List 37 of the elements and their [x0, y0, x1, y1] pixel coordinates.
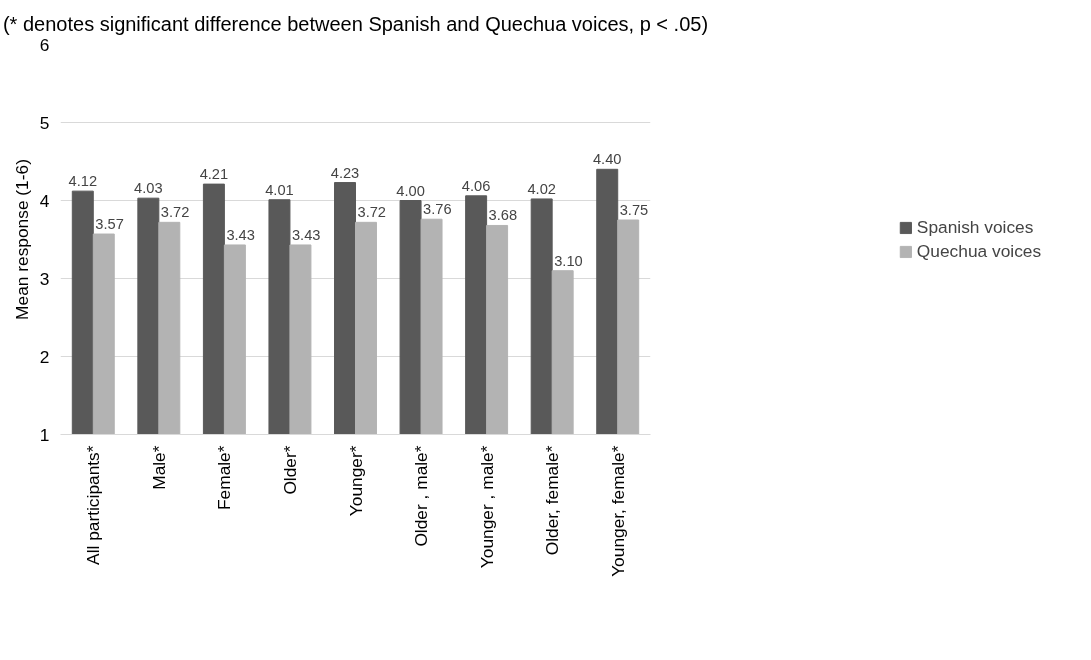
y-tick-label: 5	[39, 112, 50, 133]
y-tick-label: 6	[39, 34, 50, 55]
chart-title: (* denotes significant difference between Spanish and Quechua voices, p < .05)	[2, 12, 709, 35]
x-tick-label: Younger , male*	[476, 445, 497, 569]
legend-label: Quechua voices	[916, 240, 1042, 262]
data-label: 4.40	[592, 151, 622, 168]
legend-label: Spanish voices	[916, 216, 1034, 238]
data-label: 3.43	[291, 226, 321, 243]
data-label: 3.75	[619, 202, 649, 218]
y-tick-label: 4	[39, 190, 50, 211]
data-label: 4.02	[527, 180, 556, 197]
data-label: 4.00	[396, 182, 425, 199]
data-label: 4.01	[265, 181, 294, 198]
x-tick-label: Older, female*	[542, 445, 563, 556]
data-label: 3.10	[554, 252, 583, 269]
data-label: 4.23	[330, 164, 360, 181]
data-label: 3.72	[357, 204, 387, 221]
data-label: 3.76	[423, 201, 452, 218]
x-tick-label: All participants*	[83, 445, 104, 565]
data-label: 4.03	[134, 180, 163, 197]
y-axis-title: Mean response (1-6)	[11, 159, 32, 320]
data-label: 3.68	[488, 207, 518, 224]
data-label: 4.06	[461, 177, 491, 194]
x-tick-label: Older*	[279, 445, 300, 495]
x-tick-label: Older , male*	[411, 445, 432, 547]
data-label: 4.21	[199, 166, 229, 183]
x-tick-label: Younger, female*	[607, 445, 628, 577]
y-tick-label: 1	[39, 424, 50, 445]
data-label: 3.57	[95, 216, 124, 233]
y-tick-label: 2	[39, 346, 50, 367]
y-tick-label: 3	[39, 268, 50, 289]
x-tick-label: Male*	[148, 445, 169, 490]
data-label: 4.12	[68, 173, 98, 190]
data-label: 3.72	[160, 204, 190, 221]
x-tick-label: Younger*	[345, 445, 366, 517]
data-label: 3.43	[226, 226, 255, 243]
x-tick-label: Female*	[214, 445, 235, 511]
